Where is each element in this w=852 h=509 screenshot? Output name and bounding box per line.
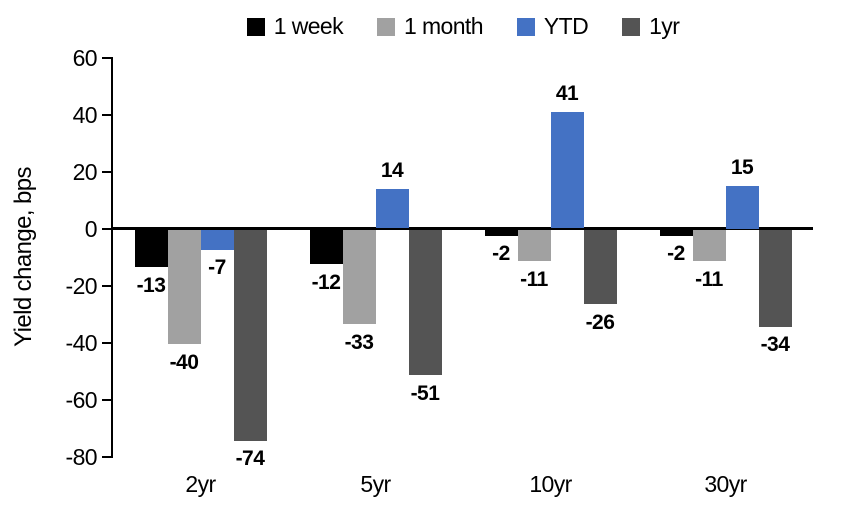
data-label: -12 (311, 270, 341, 294)
data-label: 41 (555, 81, 579, 105)
category-label: 2yr (185, 471, 216, 497)
bar-1yr-5yr (408, 230, 442, 376)
data-label: -51 (410, 381, 440, 405)
bar-1-week-2yr (134, 230, 168, 268)
data-label: -13 (136, 273, 166, 297)
bar-ytd-10yr (550, 111, 584, 229)
bar-1yr-10yr (583, 230, 617, 305)
legend-item-1-week: 1 week (246, 13, 344, 40)
y-tick-label: 0 (84, 215, 98, 242)
bar-1-month-10yr (517, 230, 551, 262)
y-tick-label: 20 (72, 158, 98, 185)
category-label: 10yr (529, 471, 572, 497)
y-tick-label: -60 (65, 386, 98, 413)
y-tick-mark (102, 56, 113, 59)
legend-swatch-icon (516, 17, 535, 36)
x-axis-zero-line (111, 227, 813, 230)
y-tick-mark (102, 227, 113, 230)
legend-label: 1 week (273, 13, 344, 39)
y-tick-mark (102, 455, 113, 458)
bar-1yr-2yr (233, 230, 267, 441)
y-tick-mark (102, 398, 113, 401)
legend-item-ytd: YTD (516, 13, 589, 40)
y-tick-mark (102, 284, 113, 287)
y-tick-label: -40 (65, 329, 98, 356)
category-label: 30yr (704, 471, 747, 497)
data-label: -26 (585, 310, 615, 334)
legend-label: 1 month (404, 13, 484, 39)
y-tick-label: -80 (65, 443, 98, 470)
data-label: -7 (208, 256, 226, 280)
data-label: -11 (520, 267, 548, 291)
y-tick-mark (102, 113, 113, 116)
legend-label: 1yr (649, 13, 680, 39)
bar-1-month-5yr (342, 230, 376, 325)
data-label: 15 (730, 155, 754, 179)
data-label: 14 (380, 158, 404, 182)
data-label: -2 (492, 242, 510, 266)
legend-label: YTD (543, 13, 589, 39)
data-label: -74 (235, 447, 265, 471)
bar-1yr-30yr (758, 230, 792, 327)
legend-item-1-month: 1 month (377, 13, 484, 40)
legend-swatch-icon (246, 17, 265, 36)
y-tick-label: -20 (65, 272, 98, 299)
bar-1-week-30yr (659, 230, 693, 236)
legend-item-1yr: 1yr (622, 13, 680, 40)
bar-ytd-30yr (725, 185, 759, 229)
data-label: -2 (667, 242, 685, 266)
bar-1-week-5yr (309, 230, 343, 265)
legend-swatch-icon (622, 17, 641, 36)
legend-swatch-icon (377, 17, 395, 36)
bar-ytd-2yr (200, 230, 234, 250)
legend: 1 week 1 month YTD 1yr (113, 13, 813, 40)
bar-1-week-10yr (484, 230, 518, 236)
y-tick-mark (102, 341, 113, 344)
y-axis-title: Yield change, bps (10, 167, 37, 347)
category-label: 5yr (360, 471, 391, 497)
bar-1-month-30yr (692, 230, 726, 262)
y-axis-line (111, 57, 113, 457)
data-label: -34 (760, 333, 790, 357)
y-tick-label: 40 (72, 101, 98, 128)
bar-ytd-5yr (375, 188, 409, 229)
y-tick-label: 60 (72, 44, 98, 71)
data-label: -40 (169, 350, 199, 374)
data-label: -33 (344, 330, 374, 354)
data-label: -11 (695, 267, 723, 291)
bar-1-month-2yr (167, 230, 201, 344)
y-tick-mark (102, 170, 113, 173)
